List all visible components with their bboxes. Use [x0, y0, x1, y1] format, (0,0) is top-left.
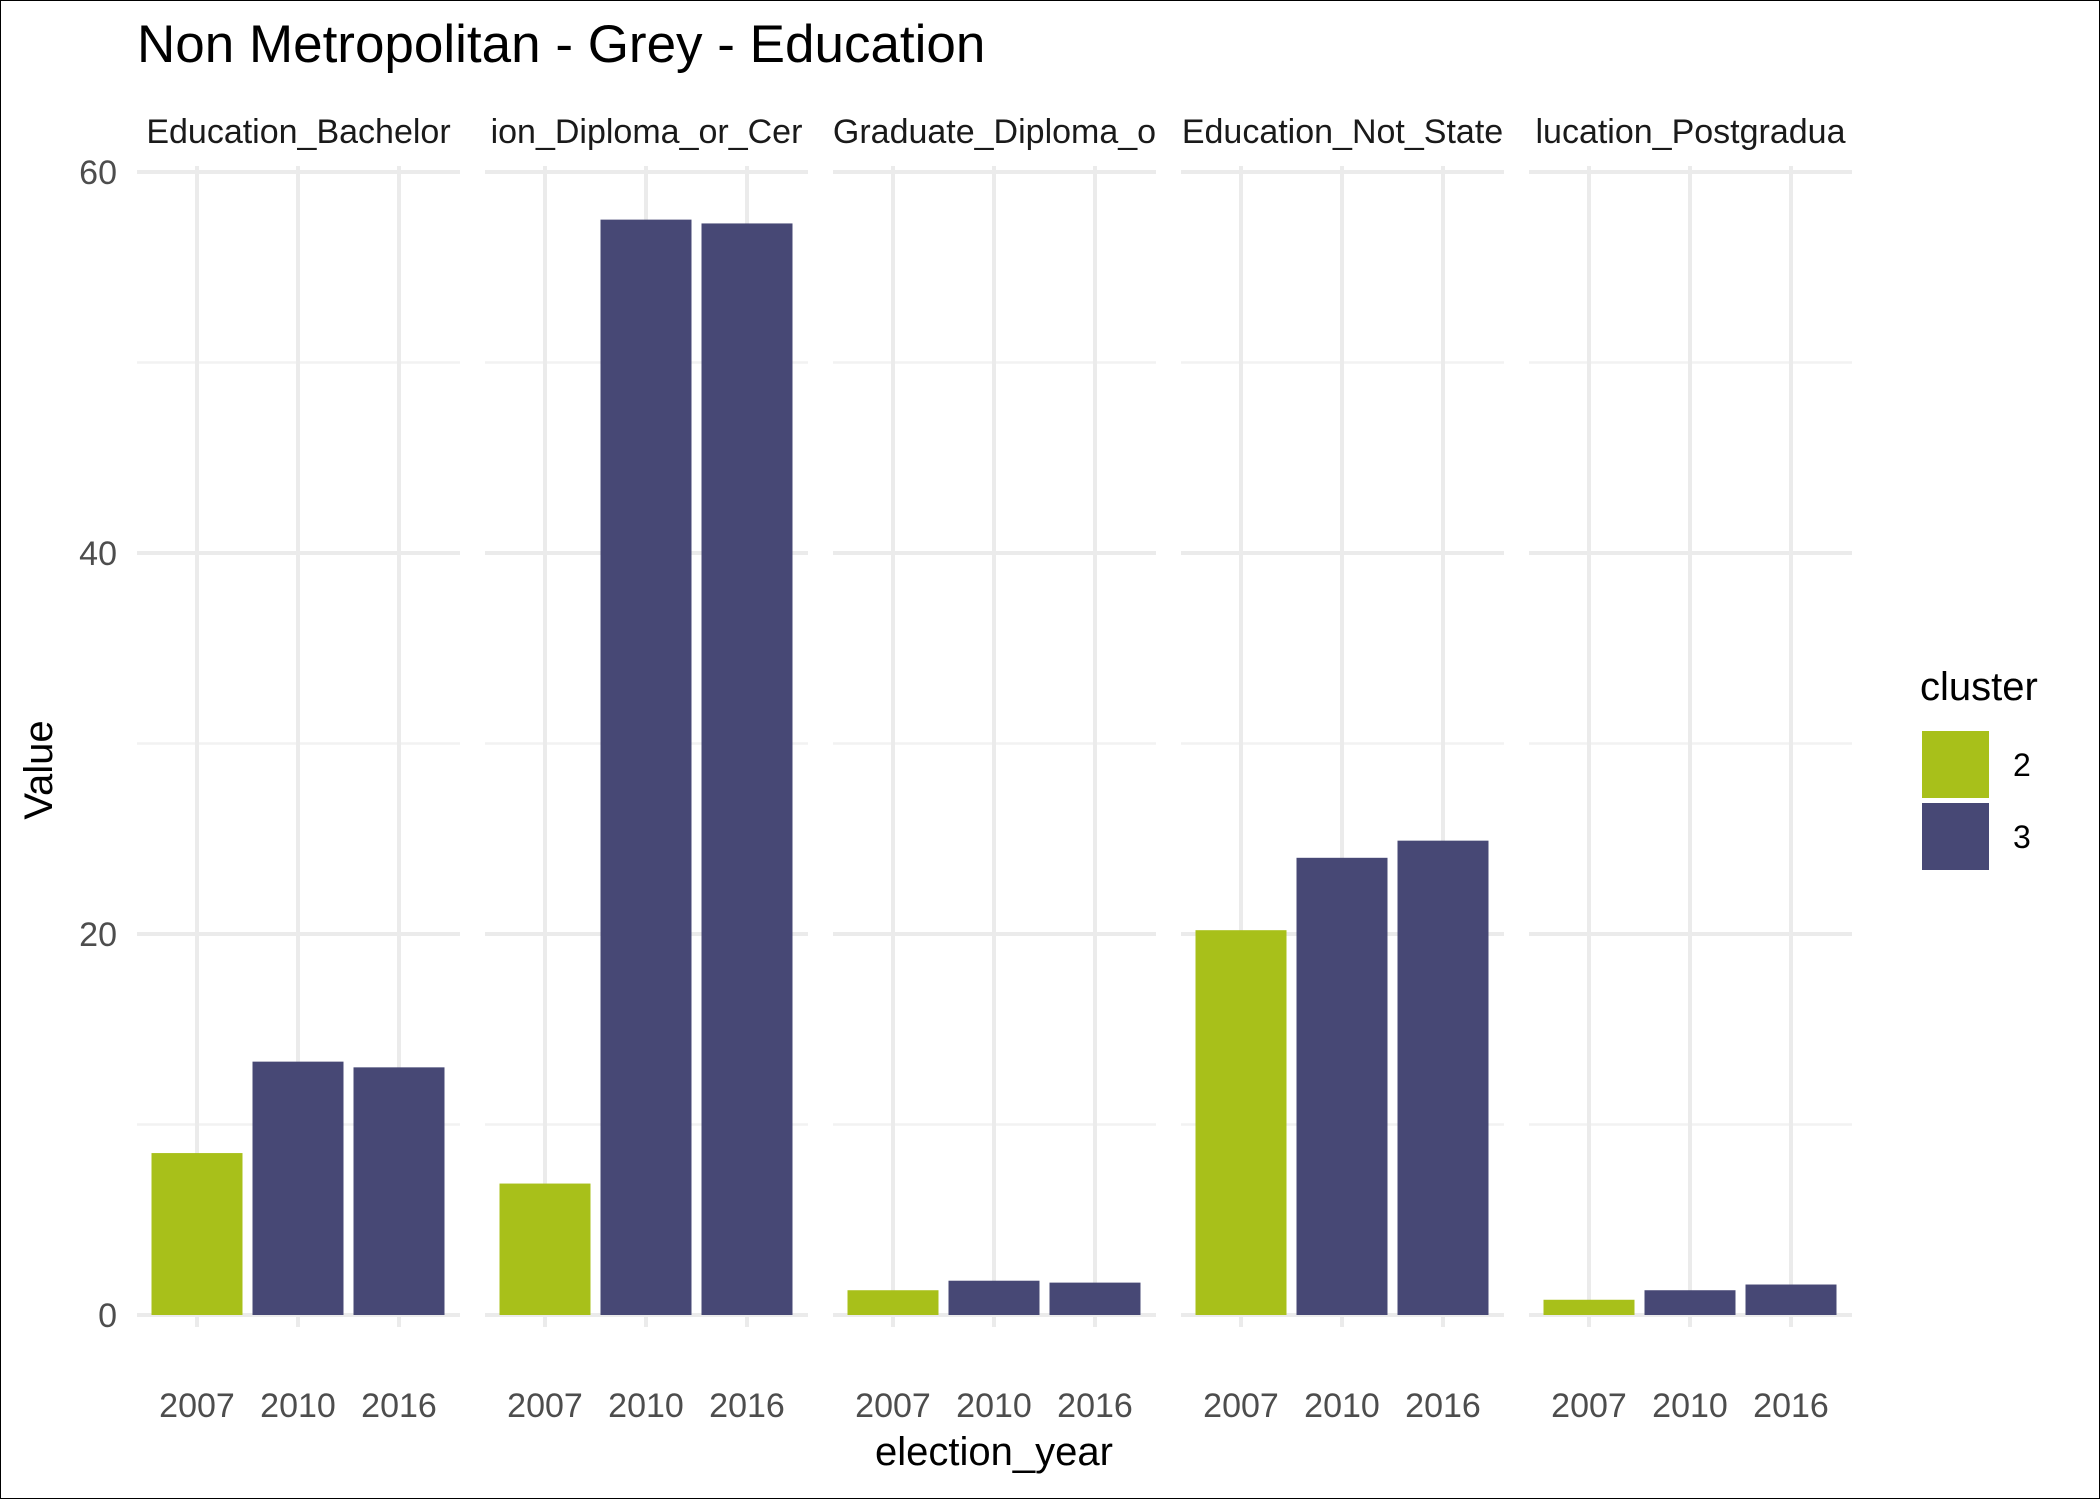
x-tick-label: 2007 [159, 1387, 235, 1425]
bar-Graduate_Diploma_o-2016 [1049, 1282, 1141, 1315]
facet-panel: 2007 2010 2016 Graduate_Diploma_o [833, 113, 1156, 1425]
x-tick-label: 2010 [260, 1387, 336, 1425]
x-tick-label: 2016 [1405, 1387, 1481, 1425]
legend-title: cluster [1920, 665, 2038, 709]
facet-strip-label: lucation_Postgradua [1535, 113, 1845, 151]
y-tick-label: 40 [79, 535, 117, 573]
bar-lucation_Postgradua-2016 [1745, 1284, 1837, 1315]
chart-title: Non Metropolitan - Grey - Education [137, 15, 985, 74]
x-tick-label: 2007 [1551, 1387, 1627, 1425]
legend: cluster 23 [1920, 665, 2038, 870]
facet-strip-label: Education_Bachelor [146, 113, 450, 151]
y-tick-label: 60 [79, 154, 117, 192]
x-tick-label: 2010 [1304, 1387, 1380, 1425]
bar-Education_Not_State-2016 [1397, 840, 1489, 1315]
legend-label: 2 [2013, 747, 2031, 783]
x-tick-label: 2010 [1652, 1387, 1728, 1425]
facet-panel: 2007 2010 2016 Education_Not_State [1181, 113, 1504, 1425]
x-axis-title: election_year [875, 1430, 1113, 1474]
bar-lucation_Postgradua-2007 [1543, 1299, 1635, 1315]
y-tick-label: 20 [79, 916, 117, 954]
x-tick-label: 2010 [956, 1387, 1032, 1425]
bar-Education_Bachelor-2016 [353, 1067, 445, 1315]
x-tick-label: 2007 [1203, 1387, 1279, 1425]
legend-items: 23 [1922, 731, 2031, 870]
legend-swatch [1922, 731, 1989, 798]
facet-panel: 2007 2010 2016 lucation_Postgradua [1529, 113, 1852, 1425]
bar-Graduate_Diploma_o-2007 [847, 1290, 939, 1315]
bar-lucation_Postgradua-2010 [1644, 1290, 1736, 1315]
x-tick-label: 2016 [1753, 1387, 1829, 1425]
y-tick-label: 0 [98, 1297, 117, 1335]
bar-ion_Diploma_or_Cer-2007 [499, 1183, 591, 1315]
bar-Graduate_Diploma_o-2010 [948, 1280, 1040, 1315]
bar-Education_Bachelor-2010 [252, 1061, 344, 1315]
bar-Education_Bachelor-2007 [151, 1153, 243, 1315]
facet-strip-label: ion_Diploma_or_Cer [491, 113, 803, 151]
y-axis-title: Value [17, 720, 61, 819]
x-tick-label: 2010 [608, 1387, 684, 1425]
bar-ion_Diploma_or_Cer-2016 [701, 223, 793, 1315]
y-axis-ticks: 0 20 40 60 [79, 154, 117, 1335]
facet-panel: 2007 2010 2016 ion_Diploma_or_Cer [485, 113, 808, 1425]
x-tick-label: 2007 [507, 1387, 583, 1425]
x-tick-label: 2016 [1057, 1387, 1133, 1425]
facet-strip-label: Education_Not_State [1182, 113, 1503, 151]
legend-label: 3 [2013, 819, 2031, 855]
facet-panel: 2007 2010 2016 Education_Bachelor [137, 113, 460, 1425]
x-tick-label: 2016 [709, 1387, 785, 1425]
bar-ion_Diploma_or_Cer-2010 [600, 219, 692, 1315]
bar-Education_Not_State-2007 [1195, 930, 1287, 1315]
bar-Education_Not_State-2010 [1296, 857, 1388, 1315]
facet-strip-label: Graduate_Diploma_o [833, 113, 1156, 151]
x-tick-label: 2007 [855, 1387, 931, 1425]
legend-swatch [1922, 803, 1989, 870]
x-tick-label: 2016 [361, 1387, 437, 1425]
